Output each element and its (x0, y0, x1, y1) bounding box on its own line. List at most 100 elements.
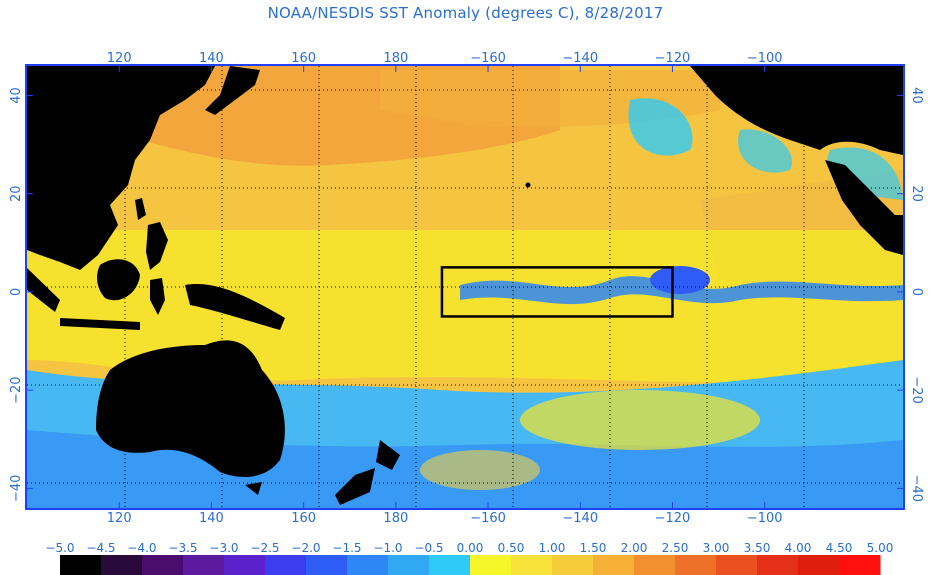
colorbar-tick-label: −1.5 (332, 541, 361, 555)
colorbar-tick-label: −1.0 (373, 541, 402, 555)
colorbar-tick-label: 3.50 (744, 541, 771, 555)
colorbar-tick-label: 1.50 (580, 541, 607, 555)
south-warm-patch-2 (420, 450, 540, 490)
lat-tick-label: −40 (9, 475, 24, 502)
borneo-land (97, 259, 140, 301)
lat-tick-label: 20 (9, 185, 24, 202)
lon-tick-label: −140 (562, 51, 598, 66)
map-title: NOAA/NESDIS SST Anomaly (degrees C), 8/2… (267, 4, 664, 22)
lat-ticks-left: 40 20 0 −20 −40 (9, 87, 33, 502)
colorbar-tick-label: −4.0 (127, 541, 156, 555)
colorbar-tick-label: −2.0 (291, 541, 320, 555)
colorbar-swatch (593, 555, 635, 575)
lon-tick-label: −160 (470, 511, 506, 526)
central-america-land (825, 160, 903, 255)
lon-tick-label: 140 (199, 51, 224, 66)
colorbar-swatch (265, 555, 307, 575)
south-warm-patch (520, 390, 760, 450)
lat-tick-label: 0 (9, 288, 24, 296)
colorbar-tick-label: 2.50 (662, 541, 689, 555)
taiwan-land (135, 198, 146, 220)
colorbar-swatch (798, 555, 840, 575)
cold-core (650, 266, 710, 294)
colorbar-swatch (839, 555, 881, 575)
lon-tick-label: −140 (562, 511, 598, 526)
lat-tick-label: 0 (909, 288, 924, 296)
mexico-coast-cool (827, 147, 903, 200)
hawaii-land (525, 182, 531, 188)
colorbar (60, 555, 881, 575)
lon-tick-label: 140 (199, 511, 224, 526)
colorbar-tick-label: −0.5 (414, 541, 443, 555)
sumatra-land (27, 268, 60, 312)
lon-tick-label: 180 (383, 51, 408, 66)
colorbar-swatch (347, 555, 389, 575)
colorbar-tick-label: 4.00 (785, 541, 812, 555)
lon-ticks-top: 120 140 160 180 −160 −140 −120 −100 (107, 51, 783, 72)
tasmania-land (245, 482, 262, 495)
lon-tick-label: 180 (383, 511, 408, 526)
colorbar-tick-label: −5.0 (45, 541, 74, 555)
colorbar-swatch (388, 555, 430, 575)
colorbar-tick-label: −2.5 (250, 541, 279, 555)
colorbar-tick-label: 1.00 (539, 541, 566, 555)
colorbar-tick-label: −3.5 (168, 541, 197, 555)
land (27, 66, 903, 505)
colorbar-tick-label: −4.5 (86, 541, 115, 555)
new-zealand-south (335, 468, 375, 505)
australia-land (96, 340, 285, 477)
lat-tick-label: −20 (9, 376, 24, 403)
lat-tick-label: 20 (909, 185, 924, 202)
new-zealand-north (376, 440, 400, 470)
lon-tick-label: −100 (747, 51, 783, 66)
colorbar-swatch (142, 555, 184, 575)
colorbar-swatch (224, 555, 266, 575)
colorbar-tick-label: 2.00 (621, 541, 648, 555)
colorbar-swatch (552, 555, 594, 575)
northeast-cool-patch (628, 98, 693, 156)
colorbar-tick-label: 0.50 (498, 541, 525, 555)
lat-tick-label: 40 (9, 87, 24, 104)
asia-land (27, 66, 215, 270)
lon-tick-label: −160 (470, 51, 506, 66)
colorbar-swatch (306, 555, 348, 575)
map-field (27, 66, 903, 508)
colorbar-swatch (757, 555, 799, 575)
colorbar-tick-label: 5.00 (867, 541, 894, 555)
nino-region-box (440, 266, 674, 318)
lat-ticks-right: 40 20 0 −20 −40 (897, 87, 924, 502)
colorbar-swatch (634, 555, 676, 575)
philippines-land (146, 222, 168, 270)
japan-land (205, 66, 260, 115)
colorbar-tick-label: −3.0 (209, 541, 238, 555)
lon-tick-label: 160 (291, 511, 316, 526)
lon-tick-label: 120 (107, 511, 132, 526)
lat-tick-label: −20 (909, 376, 924, 403)
colorbar-labels: −5.0 −4.5 −4.0 −3.5 −3.0 −2.5 −2.0 −1.5 −1.0 −0.5… (45, 541, 893, 555)
lon-tick-label: −120 (655, 51, 691, 66)
java-land (60, 318, 140, 330)
northeast-cool-patch-2 (738, 129, 792, 173)
graticule (27, 66, 903, 508)
colorbar-swatch (101, 555, 143, 575)
lon-tick-label: 160 (291, 51, 316, 66)
lon-tick-label: −120 (655, 511, 691, 526)
lat-tick-label: −40 (909, 475, 924, 502)
colorbar-tick-label: 0.00 (457, 541, 484, 555)
north-america-land (690, 66, 903, 155)
sulawesi-land (150, 278, 165, 315)
colorbar-swatch (716, 555, 758, 575)
colorbar-swatch (511, 555, 553, 575)
colorbar-swatch (675, 555, 717, 575)
colorbar-swatch (470, 555, 512, 575)
lon-ticks-bottom: 120 140 160 180 −160 −140 −120 −100 (107, 502, 783, 526)
colorbar-tick-label: 3.00 (703, 541, 730, 555)
lon-tick-label: −100 (747, 511, 783, 526)
colorbar-tick-label: 4.50 (826, 541, 853, 555)
new-guinea-land (185, 284, 285, 330)
lon-tick-label: 120 (107, 51, 132, 66)
colorbar-swatch (429, 555, 471, 575)
colorbar-swatch (183, 555, 225, 575)
lat-tick-label: 40 (909, 87, 924, 104)
